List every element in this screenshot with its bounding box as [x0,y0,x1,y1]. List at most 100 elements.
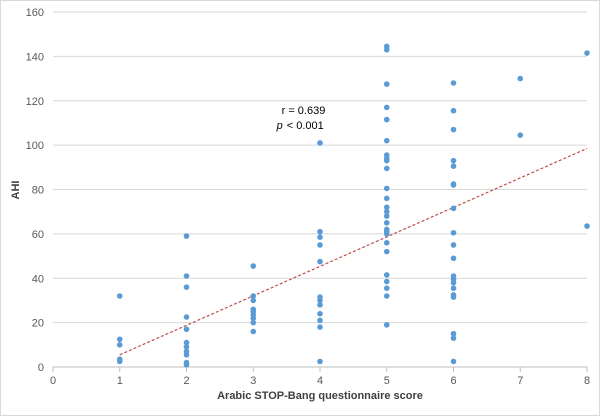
x-tick-label: 3 [250,375,256,387]
data-point [383,239,390,246]
y-tick-label: 20 [32,318,44,330]
data-point [183,344,190,350]
data-point [317,310,323,317]
data-point [116,358,123,365]
data-point [383,165,390,172]
data-point [383,213,390,219]
data-point [383,231,390,237]
x-tick-label: 6 [450,375,456,387]
x-tick-label: 0 [50,375,56,387]
data-point [383,278,390,285]
data-point [584,223,590,229]
data-point [383,157,390,164]
y-tick-label: 160 [26,7,44,19]
data-point [317,324,323,330]
data-point [450,335,457,341]
x-tick-label: 4 [317,375,323,387]
x-tick-label: 8 [584,375,590,387]
data-point [183,361,190,368]
x-axis-title: Arabic STOP-Bang questionnaire score [217,390,423,402]
data-point [450,294,457,300]
data-point [383,46,390,53]
y-axis-title: AHI [10,181,22,200]
data-point [116,293,123,299]
data-point [517,132,524,138]
data-point [317,317,323,324]
data-point [250,263,257,269]
data-point [383,293,390,299]
data-point [450,279,457,286]
data-point [450,205,457,212]
data-point [250,319,257,326]
data-point [183,351,190,358]
data-point [383,285,390,292]
trendline [119,147,588,356]
y-tick-label: 120 [26,96,44,108]
data-point [183,314,190,320]
y-tick-label: 0 [38,362,44,374]
data-point [317,228,323,235]
p-value-text: < 0.001 [287,120,324,132]
data-point [383,81,390,87]
data-point [383,322,390,328]
data-point [383,185,390,192]
data-point [584,50,590,56]
data-point [183,233,190,239]
x-tick-label: 1 [117,375,123,387]
data-point [250,297,257,304]
data-point [317,140,323,146]
data-point [383,137,390,144]
data-point [250,328,257,335]
data-point [317,234,323,241]
data-point [450,255,457,262]
gridlines [53,11,587,324]
data-point [183,339,190,346]
data-points [116,43,590,368]
data-point [250,293,257,299]
y-tick-label: 140 [26,51,44,63]
data-point [183,273,190,279]
p-value-label: p < 0.001 [276,120,324,132]
data-point [450,330,457,337]
data-point [450,229,457,236]
data-point [317,242,323,248]
data-point [317,258,323,265]
tick-labels: 0 20 40 60 80 100 120 140 160 0 1 2 3 4 5 6 7 8 [26,7,590,387]
data-point [383,208,390,215]
data-point [383,248,390,255]
p-symbol: p [276,120,283,132]
x-tick-label: 2 [183,375,189,387]
data-point [450,242,457,248]
data-point [383,219,390,226]
data-point [383,195,390,202]
data-point [383,272,390,278]
data-point [450,358,457,365]
data-point [517,75,524,82]
y-tick-label: 40 [32,273,44,285]
trendline-group [119,147,588,356]
data-point [450,285,457,292]
x-tick-label: 5 [384,375,390,387]
correlation-r-label: r = 0.639 [282,105,326,117]
data-point [317,302,323,308]
data-point [383,104,390,111]
data-point [383,204,390,211]
y-tick-label: 80 [32,185,44,197]
axes [52,366,588,372]
data-point [116,336,123,343]
data-point [450,107,457,114]
data-point [183,284,190,290]
x-tick-label: 7 [517,375,523,387]
data-point [183,326,190,333]
data-point [317,358,323,365]
data-point [450,163,457,170]
data-point [450,126,457,133]
y-tick-label: 60 [32,229,44,241]
y-tick-label: 100 [26,140,44,152]
data-point [450,157,457,164]
data-point [450,182,457,188]
data-point [317,297,323,304]
data-point [116,342,123,348]
